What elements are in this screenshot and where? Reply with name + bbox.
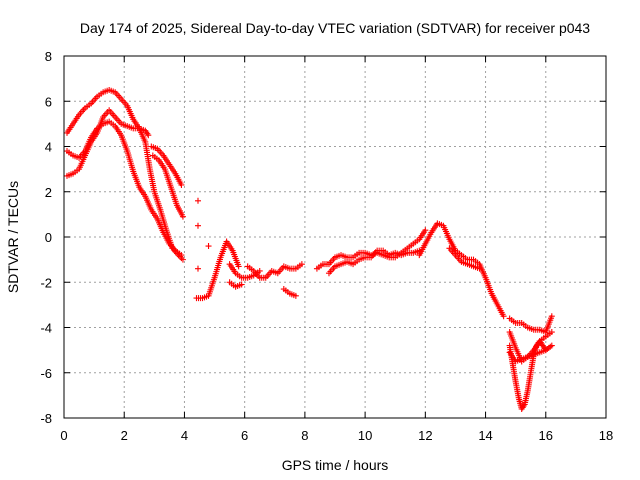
data-point	[256, 267, 263, 274]
series-track-i	[244, 261, 305, 281]
plot-frame	[63, 55, 607, 419]
series-track-k	[313, 227, 429, 272]
series-track-o	[506, 338, 555, 412]
isolated-point	[205, 243, 212, 250]
y-tick-label: -4	[40, 321, 52, 336]
series-track-f	[193, 238, 242, 302]
x-tick-label: 18	[599, 428, 613, 443]
x-axis-label: GPS time / hours	[282, 457, 389, 473]
x-tick-label: 6	[241, 428, 248, 443]
data-point	[476, 265, 483, 272]
grid-lines	[64, 56, 606, 418]
data-point	[179, 256, 186, 263]
y-tick-label: 4	[45, 140, 52, 155]
chart-title: Day 174 of 2025, Sidereal Day-to-day VTE…	[80, 20, 590, 36]
x-tick-label: 0	[60, 428, 67, 443]
x-tick-label: 14	[478, 428, 492, 443]
data-point	[500, 313, 507, 320]
series-track-b	[64, 118, 185, 259]
y-tick-label: 2	[45, 185, 52, 200]
y-tick-label: -8	[40, 411, 52, 426]
y-tick-label: -6	[40, 366, 52, 381]
isolated-point	[194, 222, 201, 229]
y-tick-label: -2	[40, 275, 52, 290]
x-tick-label: 10	[358, 428, 372, 443]
x-tick-label: 12	[418, 428, 432, 443]
series-track-l	[325, 247, 423, 277]
series-track-m	[416, 220, 507, 320]
data-point	[548, 313, 555, 320]
series-track-c	[64, 107, 152, 179]
x-tick-label: 4	[181, 428, 188, 443]
data-point	[548, 329, 555, 336]
axis-ticks	[63, 55, 607, 419]
y-tick-label: 6	[45, 94, 52, 109]
y-tick-label: 0	[45, 230, 52, 245]
isolated-point	[194, 265, 201, 272]
y-axis-label: SDTVAR / TECUs	[5, 181, 21, 293]
series-track-e	[149, 152, 186, 220]
x-tick-label: 8	[301, 428, 308, 443]
x-tick-label: 16	[539, 428, 553, 443]
y-tick-label: 8	[45, 49, 52, 64]
data-point	[548, 342, 555, 349]
series-track-d	[148, 143, 185, 188]
x-tick-label: 2	[121, 428, 128, 443]
isolated-point	[194, 197, 201, 204]
data-point	[422, 227, 429, 234]
data-point	[145, 132, 152, 139]
series-track-n	[446, 245, 483, 272]
data-point	[542, 347, 549, 354]
data-point	[179, 213, 186, 220]
series-track-h	[226, 279, 245, 290]
data-point	[235, 263, 242, 270]
data-point	[292, 292, 299, 299]
isolated-points	[194, 197, 212, 272]
data-point	[178, 252, 185, 259]
series-track-r	[506, 347, 549, 365]
data-point	[298, 261, 305, 268]
series-track-j	[280, 286, 299, 299]
series-track-p	[506, 313, 555, 336]
data-points	[64, 86, 555, 412]
data-point	[238, 281, 245, 288]
data-point	[178, 181, 185, 188]
x-tick-labels: 0 2 4 6 8 10 12 14 16 18	[60, 428, 613, 443]
y-tick-labels: 8 6 4 2 0 -2 -4 -6 -8	[40, 49, 52, 426]
